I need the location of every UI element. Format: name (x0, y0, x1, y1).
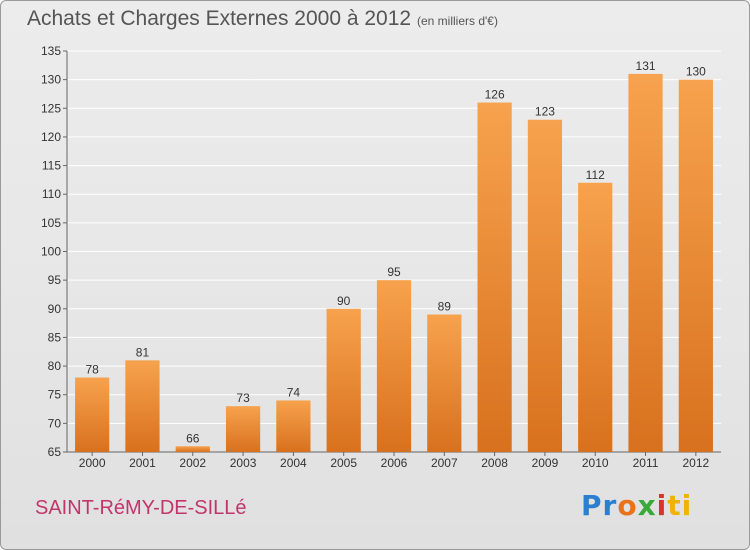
logo-part-1: Pr (581, 489, 618, 522)
y-tick-label: 85 (48, 330, 62, 344)
value-label-2012: 130 (686, 65, 706, 79)
y-tick-label: 125 (41, 101, 61, 115)
chart-title: Achats et Charges Externes 2000 à 2012 (27, 7, 412, 30)
proxiti-logo: Proxiti (581, 489, 692, 522)
y-tick-label: 80 (48, 359, 62, 373)
bar-2004 (276, 400, 311, 452)
x-tick-label-2003: 2003 (230, 456, 257, 470)
logo-part-4: i (656, 489, 668, 522)
value-label-2004: 74 (287, 385, 301, 399)
bar-2003 (225, 406, 261, 452)
bar-2005 (326, 308, 361, 452)
value-label-2005: 90 (337, 294, 351, 308)
bar-2008 (477, 102, 512, 453)
labels: 65 70 75 80 85 90 95 100 105 110 115 120 125 130 135 78… (41, 44, 710, 470)
y-tick-label: 110 (42, 187, 61, 201)
value-label-2009: 123 (535, 105, 555, 119)
x-tick-label-2002: 2002 (179, 456, 206, 470)
logo-part-2: o (617, 489, 638, 522)
value-label-2011: 131 (636, 59, 656, 73)
y-tick-label: 105 (41, 216, 61, 230)
y-tick-label: 75 (48, 388, 62, 402)
bar-2007 (427, 314, 462, 452)
bar-2010 (578, 182, 613, 452)
bar-2012 (678, 79, 713, 453)
x-tick-label-2007: 2007 (431, 456, 458, 470)
y-tick-label: 130 (41, 73, 61, 87)
y-tick-label: 100 (41, 245, 61, 259)
bar-2011 (628, 73, 663, 453)
chart-unit: (en milliers d'€) (417, 14, 498, 28)
x-tick-label-2010: 2010 (582, 456, 609, 470)
logo-part-5: ti (667, 489, 693, 522)
y-tick-label: 135 (41, 44, 61, 58)
y-tick-label: 95 (48, 273, 62, 287)
x-tick-label-2012: 2012 (682, 456, 709, 470)
x-tick-label-2004: 2004 (280, 456, 307, 470)
value-label-2010: 112 (586, 168, 605, 182)
bar-2001 (125, 360, 160, 452)
y-tick-label: 65 (48, 445, 62, 459)
bar-2000 (75, 377, 110, 452)
commune-name: SAINT-RéMY-DE-SILLé (35, 497, 247, 519)
x-tick-label-2006: 2006 (381, 456, 408, 470)
value-label-2003: 73 (236, 391, 250, 405)
bar-2009 (527, 119, 563, 452)
logo-part-3: x (637, 489, 657, 522)
value-label-2007: 89 (438, 300, 452, 314)
x-tick-label-2005: 2005 (330, 456, 357, 470)
value-label-2006: 95 (387, 265, 401, 279)
bar-2006 (376, 280, 412, 452)
x-tick-label-2008: 2008 (481, 456, 508, 470)
x-tick-label-2000: 2000 (79, 456, 106, 470)
bars (75, 73, 713, 453)
x-tick-label-2009: 2009 (532, 456, 559, 470)
x-tick-label-2011: 2011 (633, 456, 659, 470)
value-label-2001: 81 (136, 345, 150, 359)
y-tick-label: 115 (42, 159, 61, 173)
value-label-2008: 126 (485, 88, 505, 102)
value-label-2000: 78 (85, 363, 99, 377)
y-tick-label: 90 (48, 302, 62, 316)
y-tick-label: 120 (41, 130, 61, 144)
x-tick-label-2001: 2001 (129, 456, 156, 470)
bar-2002 (175, 446, 210, 452)
y-tick-label: 70 (48, 416, 62, 430)
value-label-2002: 66 (186, 431, 200, 445)
